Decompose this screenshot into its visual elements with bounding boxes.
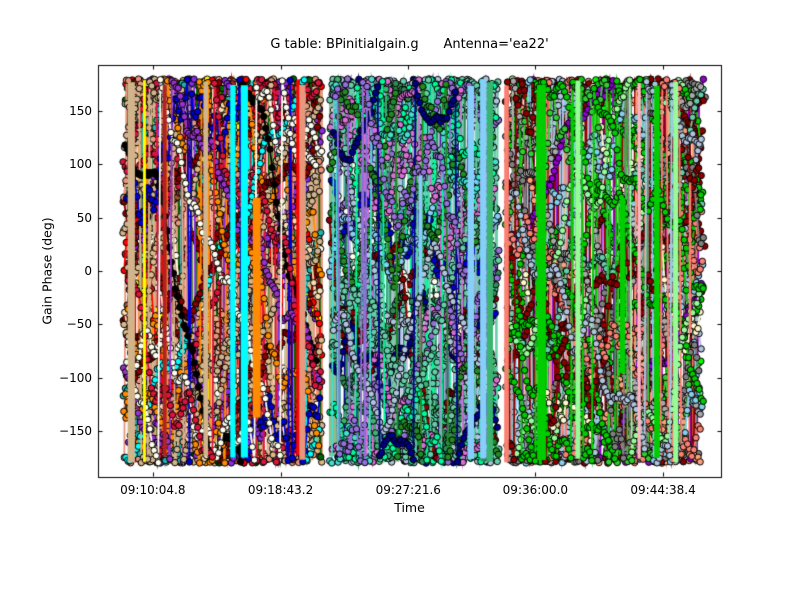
y-tick-label: 150 [69, 103, 92, 118]
y-tick-label: −50 [66, 317, 92, 332]
plot-title: G table: BPinitialgain.g Antenna='ea22' [270, 37, 549, 52]
x-axis-label: Time [394, 500, 425, 515]
y-tick-label: −150 [59, 424, 92, 439]
y-axis-label: Gain Phase (deg) [39, 217, 55, 325]
x-tick-label: 09:18:43.2 [247, 483, 314, 497]
y-tick-label: −100 [59, 370, 92, 385]
y-tick-label: 0 [84, 264, 92, 278]
y-tick-label: 50 [76, 210, 92, 225]
y-tick-label: 100 [69, 157, 92, 172]
x-tick-label: 09:36:00.0 [502, 483, 569, 497]
x-tick-label: 09:27:21.6 [375, 483, 441, 497]
x-tick-label: 09:44:38.4 [630, 483, 696, 497]
x-tick-label: 09:10:04.8 [120, 483, 186, 497]
